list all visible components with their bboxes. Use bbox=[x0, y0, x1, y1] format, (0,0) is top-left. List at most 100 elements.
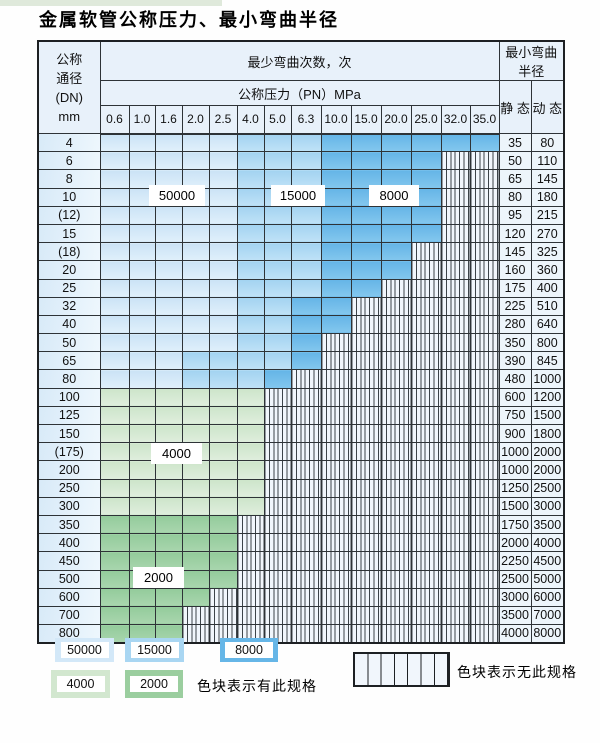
spec-cell bbox=[263, 205, 292, 225]
spec-cell bbox=[320, 132, 352, 153]
legend-value: 15000 bbox=[130, 642, 179, 658]
no-spec-cell bbox=[380, 478, 412, 498]
dynamic-radius-cell: 1200 bbox=[530, 387, 565, 407]
spec-cell bbox=[208, 460, 238, 480]
dynamic-radius-cell: 845 bbox=[530, 351, 565, 371]
legend-value: 50000 bbox=[60, 642, 109, 658]
no-spec-cell bbox=[440, 569, 471, 589]
no-spec-cell bbox=[410, 605, 442, 626]
no-spec-cell bbox=[350, 624, 382, 644]
legend-swatch-8000: 8000 bbox=[220, 638, 278, 662]
spec-cell bbox=[236, 260, 265, 280]
no-spec-cell bbox=[290, 514, 322, 535]
no-spec-cell bbox=[440, 242, 471, 262]
no-spec-cell bbox=[290, 587, 322, 607]
spec-cell bbox=[181, 314, 210, 335]
dynamic-radius-cell: 510 bbox=[530, 296, 565, 316]
spec-cell bbox=[99, 223, 130, 244]
spec-cell bbox=[320, 242, 352, 262]
spec-cell bbox=[128, 587, 156, 607]
no-spec-cell bbox=[263, 533, 292, 553]
table-row: 6 50 110 bbox=[37, 151, 565, 171]
no-spec-cell bbox=[350, 314, 382, 335]
spec-cell bbox=[380, 242, 412, 262]
no-spec-cell bbox=[380, 460, 412, 480]
no-spec-cell bbox=[469, 533, 500, 553]
spec-cell bbox=[99, 587, 130, 607]
spec-cell bbox=[154, 405, 183, 426]
no-spec-cell bbox=[469, 242, 500, 262]
spec-cell bbox=[236, 169, 265, 189]
spec-cell bbox=[99, 551, 130, 571]
no-spec-cell bbox=[440, 314, 471, 335]
dynamic-radius-cell: 3500 bbox=[530, 514, 565, 535]
spec-cell bbox=[154, 132, 183, 153]
spec-cell bbox=[320, 296, 352, 316]
static-radius-cell: 35 bbox=[498, 132, 532, 153]
spec-cell bbox=[208, 223, 238, 244]
no-spec-cell bbox=[350, 442, 382, 462]
table-row: 700 3500 7000 bbox=[37, 605, 565, 626]
spec-cell bbox=[380, 132, 412, 153]
spec-cell bbox=[290, 242, 322, 262]
legend-swatch-2000: 2000 bbox=[125, 670, 183, 698]
no-spec-cell bbox=[440, 187, 471, 207]
no-spec-cell bbox=[440, 369, 471, 389]
spec-cell bbox=[236, 187, 265, 207]
dynamic-radius-cell: 1500 bbox=[530, 405, 565, 426]
no-spec-cell bbox=[320, 351, 352, 371]
spec-cell bbox=[128, 478, 156, 498]
no-spec-cell bbox=[440, 296, 471, 316]
spec-cell bbox=[236, 132, 265, 153]
dn-cell: (12) bbox=[37, 205, 101, 225]
spec-cell bbox=[350, 151, 382, 171]
spec-cell bbox=[236, 205, 265, 225]
spec-cell bbox=[208, 387, 238, 407]
dynamic-radius-cell: 640 bbox=[530, 314, 565, 335]
no-spec-cell bbox=[469, 405, 500, 426]
spec-cell bbox=[99, 278, 130, 298]
no-spec-cell bbox=[410, 624, 442, 644]
static-radius-cell: 1500 bbox=[498, 496, 532, 516]
spec-cell bbox=[128, 533, 156, 553]
no-spec-cell bbox=[410, 333, 442, 353]
dn-cell: 6 bbox=[37, 151, 101, 171]
spec-cell bbox=[128, 351, 156, 371]
spec-cell bbox=[236, 496, 265, 516]
spec-cell bbox=[320, 314, 352, 335]
spec-cell bbox=[208, 405, 238, 426]
no-spec-cell bbox=[380, 569, 412, 589]
pressure-col-header: 10.0 bbox=[320, 105, 352, 135]
no-spec-cell bbox=[410, 587, 442, 607]
no-spec-cell bbox=[410, 533, 442, 553]
spec-cell bbox=[154, 369, 183, 389]
no-spec-cell bbox=[440, 351, 471, 371]
spec-cell bbox=[181, 151, 210, 171]
spec-cell bbox=[236, 333, 265, 353]
dynamic-radius-cell: 2500 bbox=[530, 478, 565, 498]
spec-cell bbox=[154, 551, 183, 571]
dynamic-column-header: 动 态 bbox=[530, 80, 565, 134]
static-radius-cell: 280 bbox=[498, 314, 532, 335]
pressure-col-header: 15.0 bbox=[350, 105, 382, 135]
legend-value: 8000 bbox=[225, 642, 273, 658]
table-row: 450 2250 4500 bbox=[37, 551, 565, 571]
pressure-col-header: 4.0 bbox=[236, 105, 265, 135]
no-spec-cell bbox=[380, 551, 412, 571]
dn-cell: 8 bbox=[37, 169, 101, 189]
dn-cell: 32 bbox=[37, 296, 101, 316]
no-spec-cell bbox=[469, 314, 500, 335]
no-spec-cell bbox=[290, 405, 322, 426]
no-spec-swatch bbox=[353, 652, 450, 687]
no-spec-cell bbox=[208, 587, 238, 607]
spec-cell bbox=[99, 405, 130, 426]
radius-header: 最小弯曲半径 bbox=[498, 40, 565, 81]
spec-cell bbox=[154, 514, 183, 535]
no-spec-cell bbox=[410, 296, 442, 316]
dn-cell: 65 bbox=[37, 351, 101, 371]
spec-cell bbox=[99, 333, 130, 353]
dynamic-radius-cell: 1800 bbox=[530, 423, 565, 444]
spec-cell bbox=[236, 387, 265, 407]
spec-cell bbox=[263, 260, 292, 280]
